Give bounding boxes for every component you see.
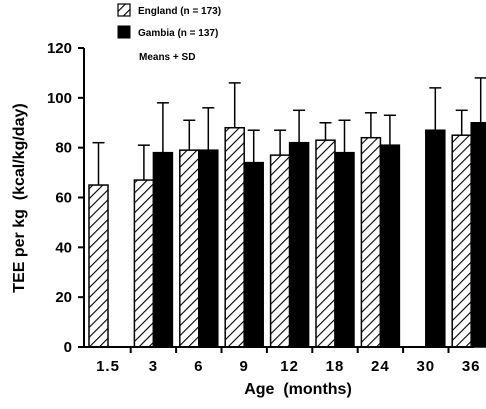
- bar-gambia: [199, 150, 218, 347]
- x-tick-label: 24: [371, 358, 390, 375]
- legend-label-england: England (n = 173): [138, 6, 221, 17]
- x-tick-label: 3: [149, 358, 158, 375]
- x-tick-label: 18: [326, 358, 345, 375]
- x-tick-label: 12: [280, 358, 299, 375]
- y-tick-label: 40: [55, 239, 72, 256]
- y-tick-label: 100: [47, 90, 72, 107]
- bar-england: [271, 155, 290, 347]
- y-tick-label: 60: [55, 190, 72, 207]
- y-tick-label: 80: [55, 140, 72, 157]
- bar-england: [89, 185, 108, 347]
- y-tick-label: 0: [64, 339, 72, 356]
- bar-gambia: [335, 153, 354, 347]
- y-axis-title: TEE per kg (kcal/kg/day): [11, 103, 28, 292]
- y-tick-label: 120: [47, 40, 72, 57]
- x-axis-title: Age (months): [244, 381, 352, 398]
- bar-england: [180, 150, 199, 347]
- bar-gambia: [426, 130, 445, 347]
- legend: England (n = 173) Gambia (n = 137) Means…: [118, 4, 221, 63]
- bars: [89, 123, 486, 347]
- y-tick-label: 20: [55, 289, 72, 306]
- bar-england: [134, 180, 153, 347]
- bar-england: [316, 140, 335, 347]
- legend-swatch-gambia: [118, 26, 130, 38]
- bar-gambia: [153, 153, 172, 347]
- bar-gambia: [380, 145, 399, 347]
- x-tick-label: 36: [462, 358, 481, 375]
- bar-england: [225, 128, 244, 347]
- bar-england: [452, 135, 471, 347]
- x-tick-label: 9: [240, 358, 249, 375]
- legend-swatch-england: [118, 4, 130, 16]
- legend-label-gambia: Gambia (n = 137): [138, 28, 218, 39]
- bar-gambia: [290, 143, 309, 347]
- x-tick-label: 6: [194, 358, 203, 375]
- x-tick-label: 1.5: [96, 358, 120, 375]
- bar-england: [361, 138, 380, 347]
- bar-gambia: [244, 163, 263, 347]
- bar-gambia: [471, 123, 486, 347]
- x-tick-label: 30: [416, 358, 435, 375]
- annotation-means-sd: Means + SD: [139, 52, 195, 63]
